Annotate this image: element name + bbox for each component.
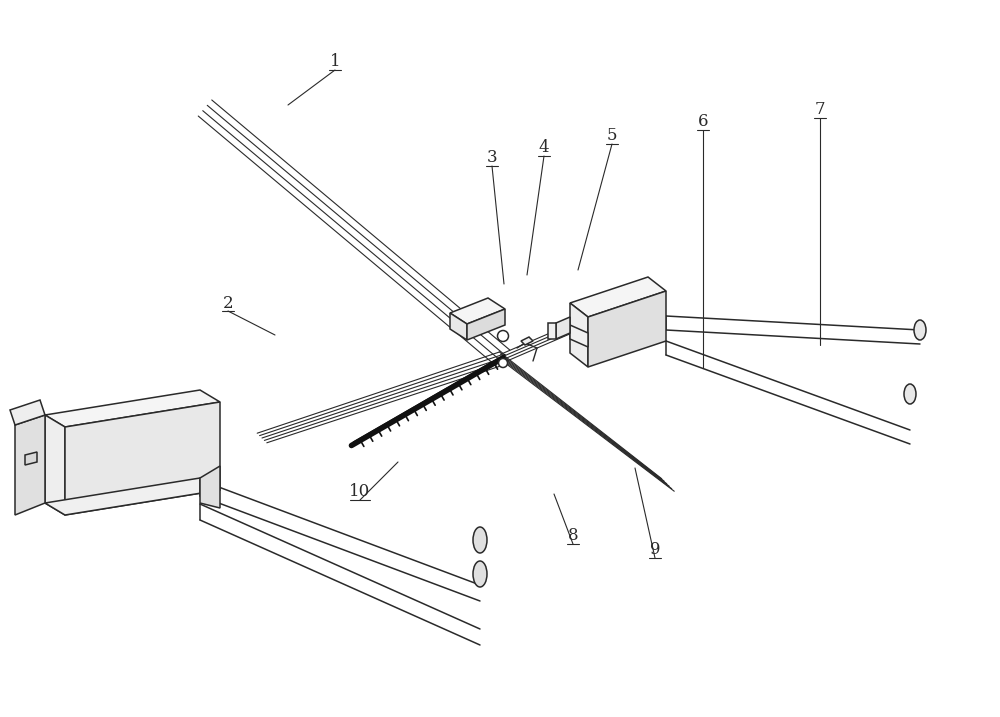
Polygon shape bbox=[45, 478, 220, 515]
Polygon shape bbox=[570, 303, 588, 367]
Polygon shape bbox=[45, 390, 220, 427]
Text: 2: 2 bbox=[223, 295, 233, 311]
Polygon shape bbox=[556, 317, 570, 339]
Polygon shape bbox=[45, 415, 65, 515]
Circle shape bbox=[498, 331, 509, 341]
Polygon shape bbox=[548, 323, 556, 339]
Circle shape bbox=[498, 358, 508, 368]
Polygon shape bbox=[588, 291, 666, 367]
Ellipse shape bbox=[473, 527, 487, 553]
Polygon shape bbox=[467, 309, 505, 340]
Text: 5: 5 bbox=[607, 128, 617, 145]
Text: 8: 8 bbox=[568, 528, 578, 544]
Ellipse shape bbox=[473, 561, 487, 587]
Text: 9: 9 bbox=[650, 541, 660, 559]
Text: 3: 3 bbox=[487, 150, 497, 166]
Text: 10: 10 bbox=[349, 483, 371, 500]
Polygon shape bbox=[521, 337, 533, 345]
Ellipse shape bbox=[914, 320, 926, 340]
Polygon shape bbox=[10, 400, 45, 425]
Text: 1: 1 bbox=[330, 54, 340, 70]
Polygon shape bbox=[450, 313, 467, 340]
Polygon shape bbox=[65, 402, 220, 515]
Polygon shape bbox=[570, 325, 588, 347]
Polygon shape bbox=[450, 298, 505, 324]
Polygon shape bbox=[200, 466, 220, 508]
Polygon shape bbox=[25, 452, 37, 465]
Text: 6: 6 bbox=[698, 113, 708, 130]
Polygon shape bbox=[15, 415, 45, 515]
Text: 4: 4 bbox=[539, 140, 549, 156]
Polygon shape bbox=[570, 277, 666, 317]
Ellipse shape bbox=[904, 384, 916, 404]
Text: 7: 7 bbox=[815, 102, 825, 118]
